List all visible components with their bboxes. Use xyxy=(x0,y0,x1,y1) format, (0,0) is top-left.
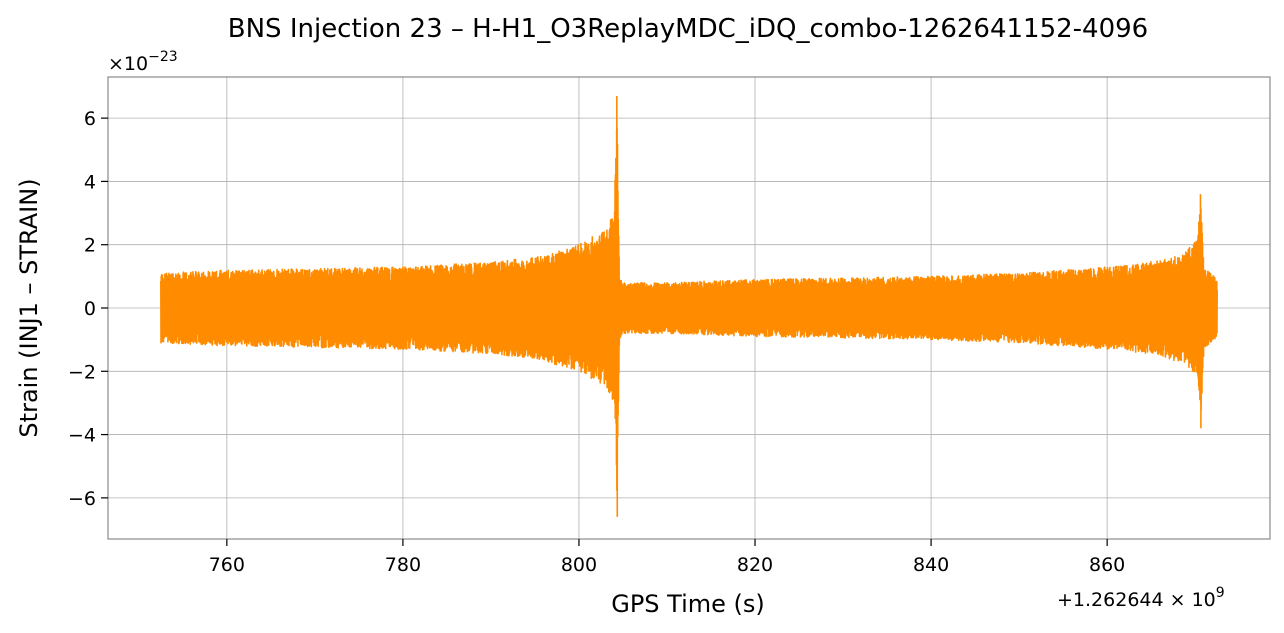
x-offset-exponent: 9 xyxy=(1216,585,1225,601)
chart-title: BNS Injection 23 – H-H1_O3ReplayMDC_iDQ_… xyxy=(228,14,1148,44)
y-tick-label: 0 xyxy=(84,298,96,320)
y-scale-exponent: −23 xyxy=(148,49,178,65)
y-tick-label: 4 xyxy=(84,171,96,193)
y-tick-label: 2 xyxy=(84,235,96,257)
strain-series xyxy=(160,95,1218,517)
x-tick-label: 840 xyxy=(913,554,949,576)
y-tick-label: −2 xyxy=(68,361,96,383)
strain-line xyxy=(160,95,1218,517)
axis-ticks: 760 780 800 820 840 860 −6 −4 −2 0 2 4 6 xyxy=(68,108,1125,576)
x-tick-label: 860 xyxy=(1089,554,1125,576)
y-tick-label: 6 xyxy=(84,108,96,130)
x-axis-label: GPS Time (s) xyxy=(611,590,765,618)
x-tick-label: 760 xyxy=(209,554,245,576)
x-offset-label: +1.262644 × 109 xyxy=(1057,585,1225,611)
x-tick-label: 820 xyxy=(737,554,773,576)
y-scale-label: ×10−23 xyxy=(108,49,178,75)
x-tick-label: 800 xyxy=(561,554,597,576)
y-axis-label: Strain (INJ1 – STRAIN) xyxy=(15,178,43,437)
y-tick-label: −4 xyxy=(68,425,96,447)
y-tick-label: −6 xyxy=(68,488,96,510)
x-tick-label: 780 xyxy=(385,554,421,576)
